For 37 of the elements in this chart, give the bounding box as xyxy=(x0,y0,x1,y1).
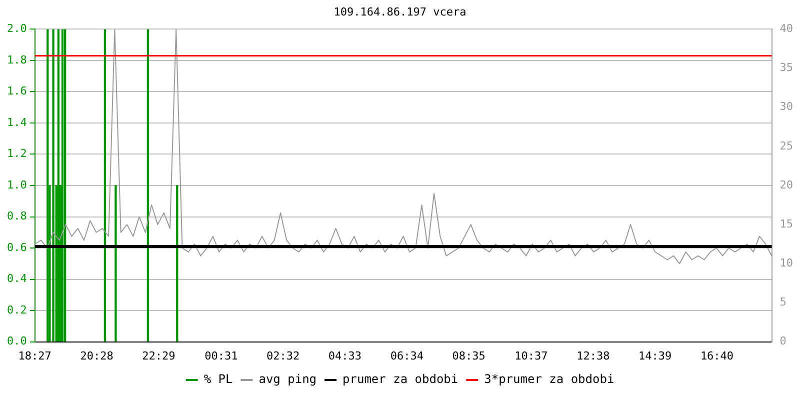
y2-tick-label: 10 xyxy=(780,256,794,270)
x-tick-label: 22:29 xyxy=(142,349,176,362)
chart-title: 109.164.86.197 vcera xyxy=(334,5,466,18)
x-tick-label: 02:32 xyxy=(266,349,300,362)
x-tick-label: 18:27 xyxy=(18,349,52,362)
x-tick-label: 20:28 xyxy=(80,349,114,362)
legend-label: avg ping xyxy=(258,372,317,386)
x-tick-label: 06:34 xyxy=(390,349,424,362)
y-tick-label: 1.4 xyxy=(6,116,28,129)
x-tick-label: 00:31 xyxy=(204,349,238,362)
y2-tick-label: 40 xyxy=(780,22,794,36)
y-tick-label: 1.2 xyxy=(6,147,27,160)
x-tick-label: 12:38 xyxy=(576,349,610,362)
y-tick-label: 0.6 xyxy=(6,240,27,254)
y-tick-label: 1.8 xyxy=(6,53,27,66)
legend-label: % PL xyxy=(204,372,233,386)
y-tick-label: 0.0 xyxy=(6,334,27,348)
y-tick-label: 0.4 xyxy=(6,272,28,286)
y-tick-label: 0.8 xyxy=(6,210,27,223)
legend-label: prumer za obdobi xyxy=(342,372,458,386)
y2-tick-label: 0 xyxy=(780,334,786,348)
x-tick-label: 14:39 xyxy=(638,349,672,362)
y-tick-label: 0.2 xyxy=(6,303,27,316)
y2-tick-label: 20 xyxy=(780,178,794,192)
x-tick-label: 10:37 xyxy=(514,349,548,362)
x-tick-label: 16:40 xyxy=(700,349,734,362)
y2-tick-label: 15 xyxy=(780,217,794,230)
x-tick-label: 08:35 xyxy=(452,349,486,362)
legend-label: 3*prumer za obdobi xyxy=(484,372,614,386)
y-tick-label: 1.6 xyxy=(6,84,27,98)
y-tick-label: 2.0 xyxy=(6,22,27,36)
y2-tick-label: 35 xyxy=(780,61,794,74)
x-tick-label: 04:33 xyxy=(328,349,362,362)
y2-tick-label: 30 xyxy=(780,100,794,114)
y2-tick-label: 5 xyxy=(780,296,786,309)
y2-tick-label: 25 xyxy=(780,139,794,152)
y-tick-label: 1.0 xyxy=(6,178,27,192)
